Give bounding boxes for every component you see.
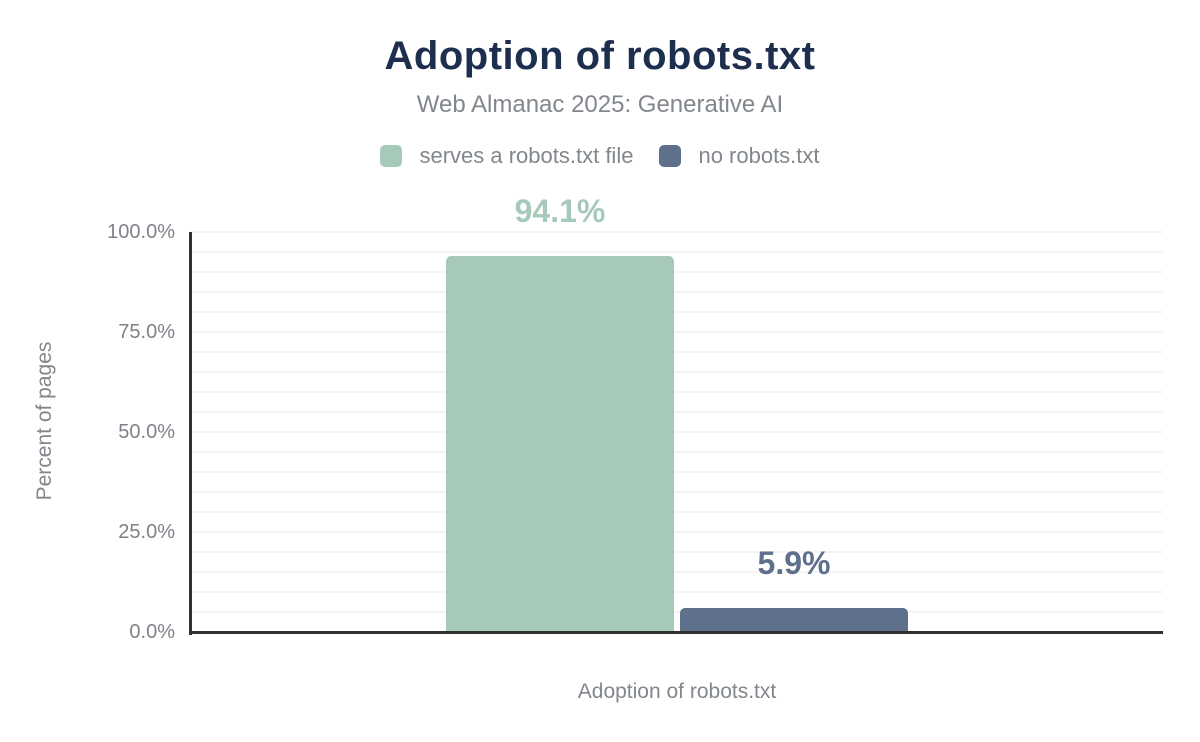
gridline bbox=[191, 531, 1163, 533]
legend-label: no robots.txt bbox=[698, 143, 820, 168]
legend-swatch-icon bbox=[380, 145, 403, 167]
x-axis-title: Adoption of robots.txt bbox=[577, 680, 777, 703]
gridline bbox=[191, 431, 1163, 433]
bar-value-label-no-robots-txt: 5.9% bbox=[757, 545, 831, 581]
gridline bbox=[191, 511, 1163, 513]
y-axis-tick-label: 75.0% bbox=[118, 321, 175, 343]
gridline bbox=[191, 311, 1163, 313]
bar-no-robots-txt[interactable] bbox=[680, 608, 908, 632]
gridline bbox=[191, 451, 1163, 453]
gridline bbox=[191, 231, 1163, 233]
gridline bbox=[191, 571, 1163, 573]
gridline bbox=[191, 331, 1163, 333]
x-axis-line bbox=[189, 631, 1163, 634]
gridline bbox=[191, 591, 1163, 593]
gridline bbox=[191, 471, 1163, 473]
legend-item-no-robots-txt[interactable]: no robots.txt bbox=[659, 143, 820, 169]
gridline bbox=[191, 391, 1163, 393]
y-axis-tick-label: 25.0% bbox=[118, 521, 175, 543]
y-axis-tick-label: 50.0% bbox=[118, 421, 175, 443]
legend-item-serves-a-robots-txt-file[interactable]: serves a robots.txt file bbox=[380, 143, 633, 169]
bar-value-label-serves-a-robots-txt-file: 94.1% bbox=[514, 193, 606, 229]
legend-label: serves a robots.txt file bbox=[419, 143, 634, 168]
y-axis-tick-label: 0.0% bbox=[129, 621, 175, 643]
gridline bbox=[191, 251, 1163, 253]
gridline bbox=[191, 491, 1163, 493]
gridline bbox=[191, 271, 1163, 273]
gridline bbox=[191, 411, 1163, 413]
gridline bbox=[191, 611, 1163, 613]
chart-title: Adoption of robots.txt bbox=[384, 34, 816, 78]
y-axis-line bbox=[189, 232, 192, 635]
gridline bbox=[191, 551, 1163, 553]
plot-area bbox=[191, 231, 1163, 632]
bar-serves-a-robots-txt-file[interactable] bbox=[446, 256, 674, 632]
legend: serves a robots.txt file no robots.txt bbox=[0, 141, 1200, 171]
y-axis-tick-label: 100.0% bbox=[107, 221, 175, 243]
chart-subtitle: Web Almanac 2025: Generative AI bbox=[416, 91, 784, 118]
gridline bbox=[191, 291, 1163, 293]
legend-swatch-icon bbox=[659, 145, 682, 167]
gridline bbox=[191, 351, 1163, 353]
gridline bbox=[191, 371, 1163, 373]
